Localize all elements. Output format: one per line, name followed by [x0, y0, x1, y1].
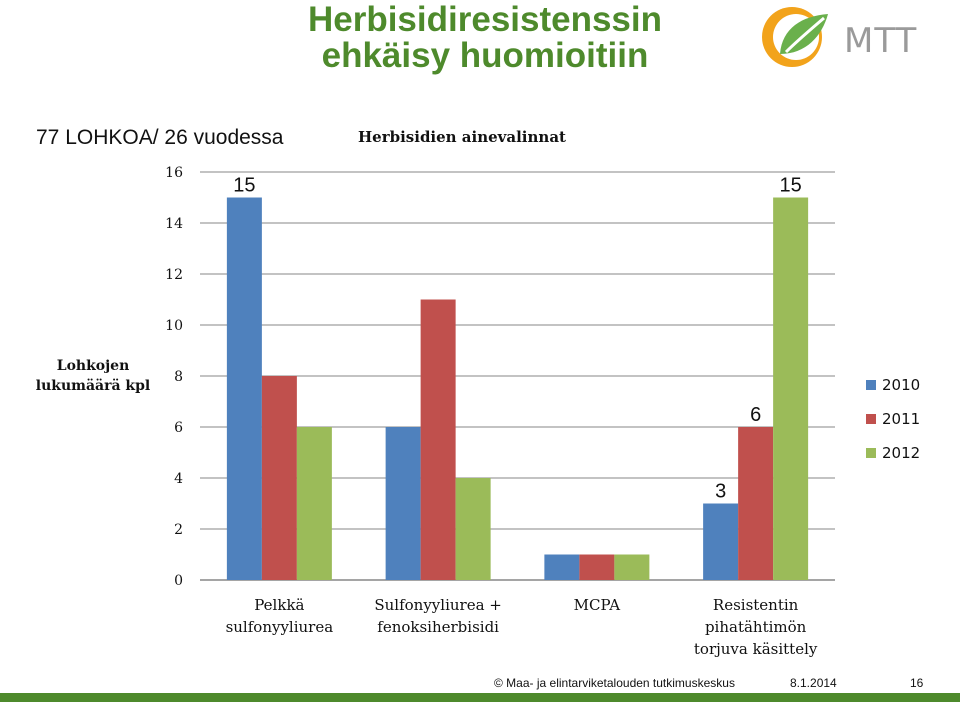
chart-legend: 2010 2011 2012	[866, 368, 920, 470]
x-category-label: fenoksiherbisidi	[377, 618, 499, 636]
data-label: 3	[715, 481, 726, 503]
bar-2012	[614, 554, 650, 580]
y-tick-label: 14	[165, 216, 183, 232]
footer-page-number: 16	[910, 676, 924, 690]
footer-bar	[0, 693, 960, 702]
legend-item-2011: 2011	[866, 402, 920, 436]
y-tick-label: 10	[165, 318, 183, 334]
legend-label-2012: 2012	[882, 444, 921, 462]
bar-2012	[773, 197, 809, 580]
data-label: 15	[780, 175, 802, 197]
x-category-label: sulfonyyliurea	[226, 618, 334, 636]
bar-2011	[420, 299, 456, 580]
x-category-label: Sulfonyyliurea +	[374, 596, 502, 614]
x-category-label: Resistentin	[713, 596, 799, 614]
bar-2011	[738, 427, 774, 580]
slide-title: Herbisidiresistenssin ehkäisy huomioitii…	[235, 2, 735, 74]
bar-2010	[544, 554, 580, 580]
bar-2010	[226, 197, 262, 580]
y-tick-label: 4	[174, 471, 183, 487]
slide-title-line1: Herbisidiresistenssin	[307, 0, 663, 39]
slide-title-line2: ehkäisy huomioitiin	[321, 36, 649, 75]
y-tick-label: 16	[165, 165, 183, 181]
data-label: 15	[233, 175, 255, 197]
y-axis-label: Lohkojen lukumäärä kpl	[18, 356, 168, 396]
legend-swatch-2012	[866, 448, 876, 458]
y-tick-label: 12	[165, 267, 183, 283]
legend-swatch-2011	[866, 414, 876, 424]
slide-subtitle: 77 LOHKOA/ 26 vuodessa	[36, 126, 284, 149]
bar-2012	[455, 478, 491, 580]
bar-2011	[261, 376, 297, 580]
footer-copyright: © Maa- ja elintarviketalouden tutkimuske…	[494, 676, 735, 690]
legend-label-2010: 2010	[882, 376, 921, 394]
y-axis-label-line2: lukumäärä kpl	[35, 378, 151, 394]
chart-title: Herbisidien ainevalinnat	[358, 128, 566, 146]
footer-date: 8.1.2014	[790, 676, 837, 690]
logo-text: MTT	[844, 21, 917, 61]
legend-label-2011: 2011	[882, 410, 921, 428]
y-tick-label: 0	[174, 573, 183, 589]
data-label: 6	[750, 404, 761, 426]
legend-swatch-2010	[866, 380, 876, 390]
y-tick-label: 2	[174, 522, 183, 538]
legend-item-2012: 2012	[866, 436, 920, 470]
x-category-label: MCPA	[574, 596, 621, 614]
y-tick-label: 6	[174, 420, 183, 436]
x-category-label: Pelkkä	[254, 596, 304, 614]
y-tick-label: 8	[174, 369, 183, 385]
mtt-logo: MTT	[758, 2, 938, 72]
bar-2010	[385, 427, 421, 580]
bar-2011	[579, 554, 615, 580]
y-axis-label-line1: Lohkojen	[56, 358, 130, 374]
bar-2010	[703, 503, 739, 580]
x-category-label: pihatähtimön	[705, 618, 807, 636]
legend-item-2010: 2010	[866, 368, 920, 402]
bar-2012	[296, 427, 332, 580]
x-category-label: torjuva käsittely	[694, 640, 818, 658]
